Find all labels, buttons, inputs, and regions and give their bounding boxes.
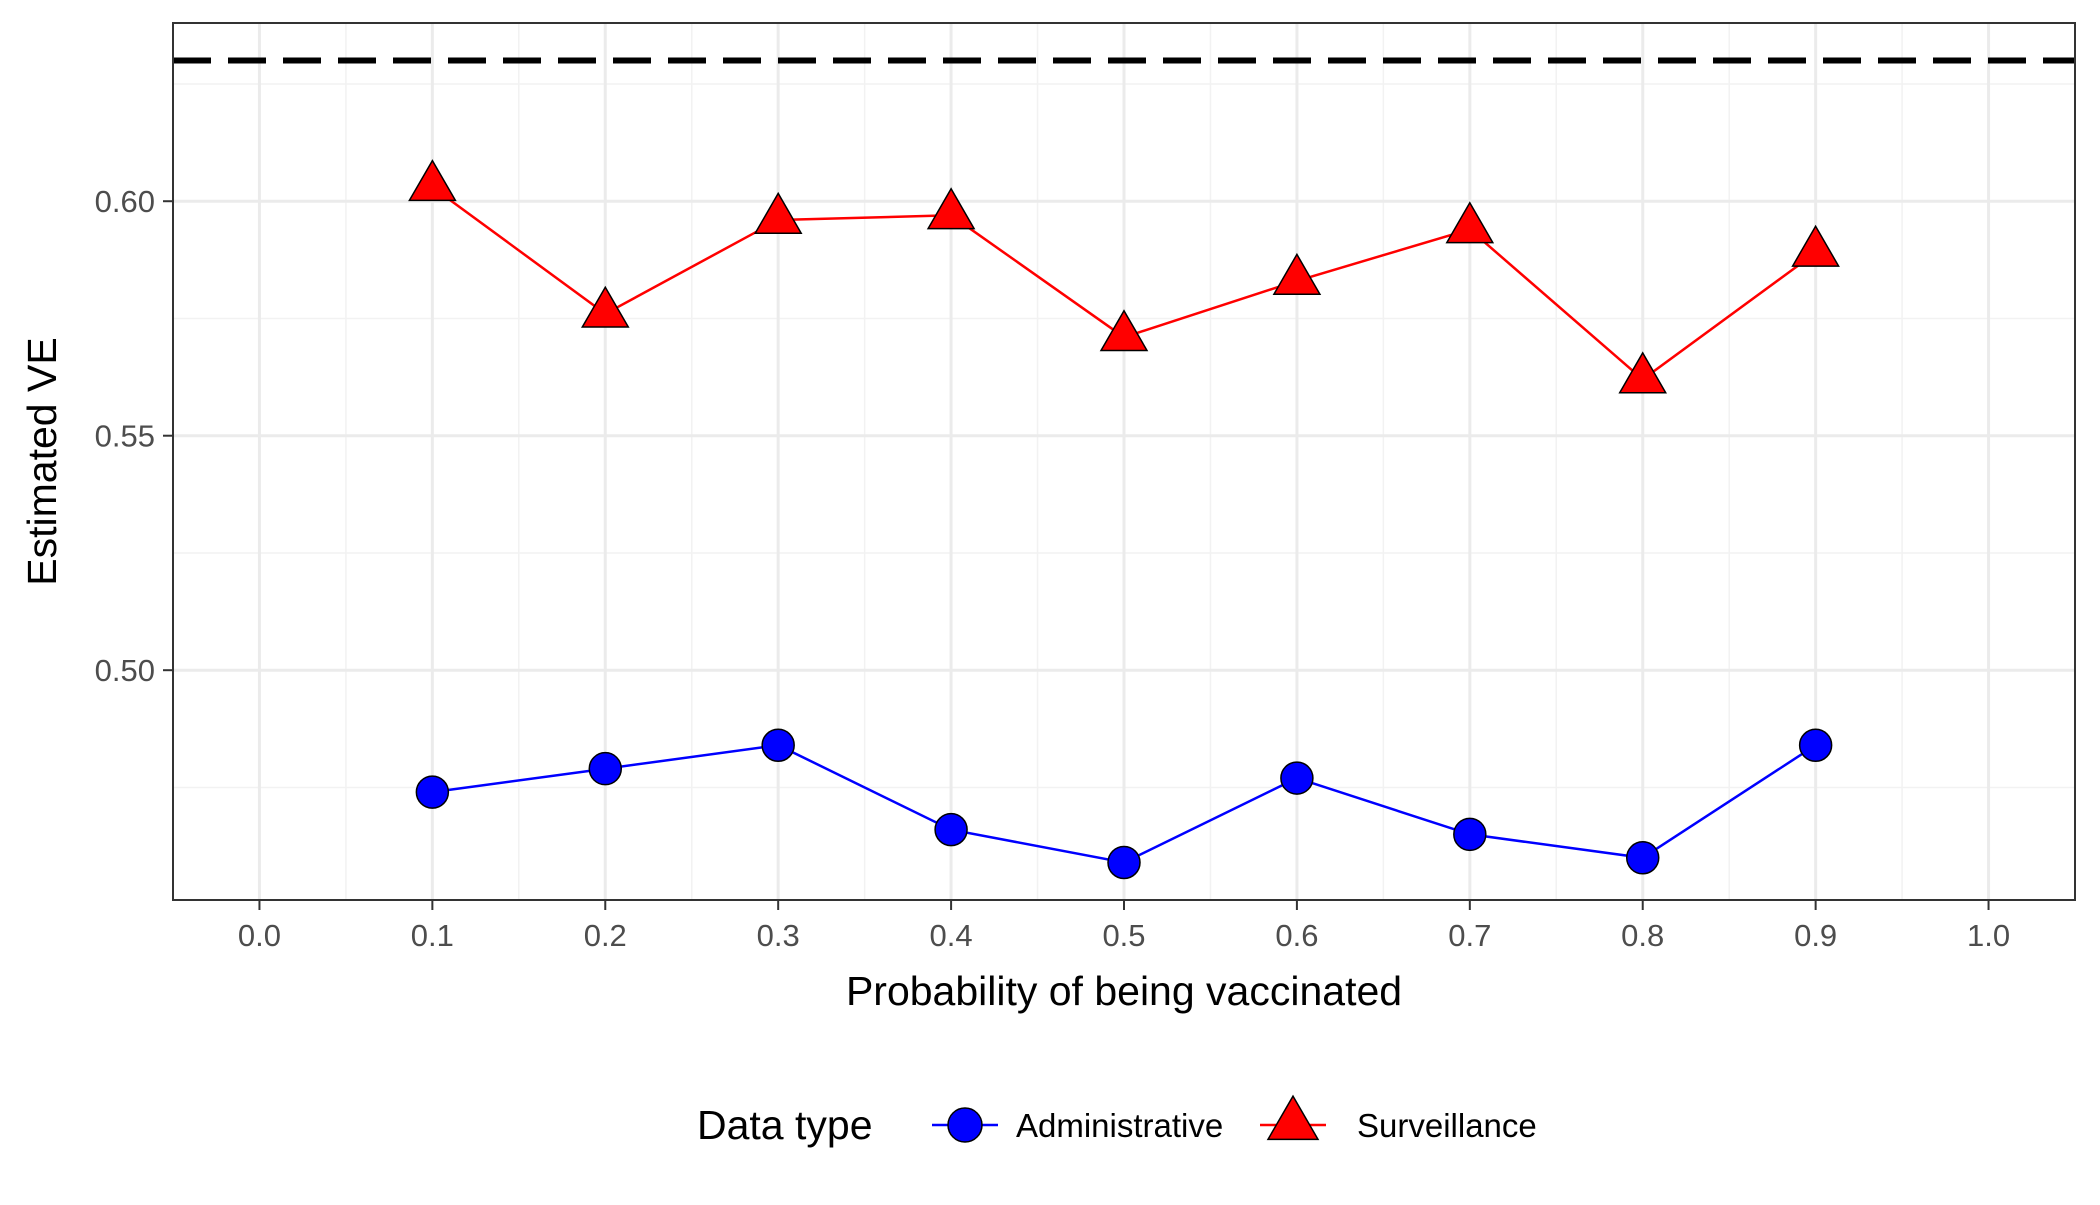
legend-key-marker	[947, 1107, 983, 1143]
surveillance-point	[408, 159, 457, 202]
administrative-point	[415, 775, 450, 809]
x-tick-label: 0.4	[930, 918, 973, 953]
x-tick-label: 0.7	[1448, 918, 1491, 953]
administrative-point	[1625, 841, 1660, 875]
x-tick-label: 0.8	[1621, 918, 1664, 953]
surveillance-point	[926, 187, 976, 230]
legend-item-administrative: Administrative	[932, 1107, 1223, 1144]
legend-label: Administrative	[1016, 1107, 1223, 1144]
series-layer	[408, 159, 1840, 880]
x-tick-label: 0.0	[238, 918, 281, 953]
legend-title: Data type	[697, 1102, 873, 1148]
legend-item-surveillance: Surveillance	[1260, 1094, 1537, 1144]
surveillance-point	[1618, 351, 1667, 394]
administrative-point	[588, 751, 623, 786]
x-tick-label: 0.5	[1102, 918, 1145, 953]
administrative-point	[761, 728, 795, 762]
x-tick-label: 0.2	[584, 918, 627, 953]
axis-layer: 0.0 0.1 0.2 0.3 0.4 0.5 0.6 0.7 0.8 0.9 1.0 0.50 0.5…	[95, 184, 2010, 953]
administrative-point	[1453, 817, 1487, 852]
y-tick-label: 0.50	[95, 653, 155, 688]
surveillance-point	[1791, 224, 1840, 267]
administrative-point	[934, 812, 968, 847]
surveillance-point	[581, 285, 630, 328]
surveillance-point	[753, 191, 803, 235]
y-tick-label: 0.55	[95, 419, 155, 454]
y-tick-label: 0.60	[95, 184, 155, 219]
grid-layer	[173, 23, 2075, 900]
administrative-point	[1798, 728, 1833, 762]
legend: Data type Administrative Surveillance	[697, 1094, 1537, 1148]
surveillance-point	[1445, 201, 1495, 244]
x-tick-label: 1.0	[1967, 918, 2010, 953]
x-tick-label: 0.9	[1794, 918, 1837, 953]
administrative-point	[1280, 761, 1314, 795]
administrative-point	[1107, 845, 1141, 880]
y-axis-title: Estimated VE	[19, 337, 65, 585]
legend-label: Surveillance	[1357, 1107, 1537, 1144]
surveillance-point	[1099, 309, 1149, 352]
surveillance-point	[1272, 252, 1322, 295]
x-tick-label: 0.6	[1275, 918, 1318, 953]
legend-key-marker	[1266, 1094, 1320, 1141]
x-tick-label: 0.1	[411, 918, 454, 953]
x-tick-label: 0.3	[757, 918, 800, 953]
x-axis-title: Probability of being vaccinated	[846, 968, 1402, 1014]
